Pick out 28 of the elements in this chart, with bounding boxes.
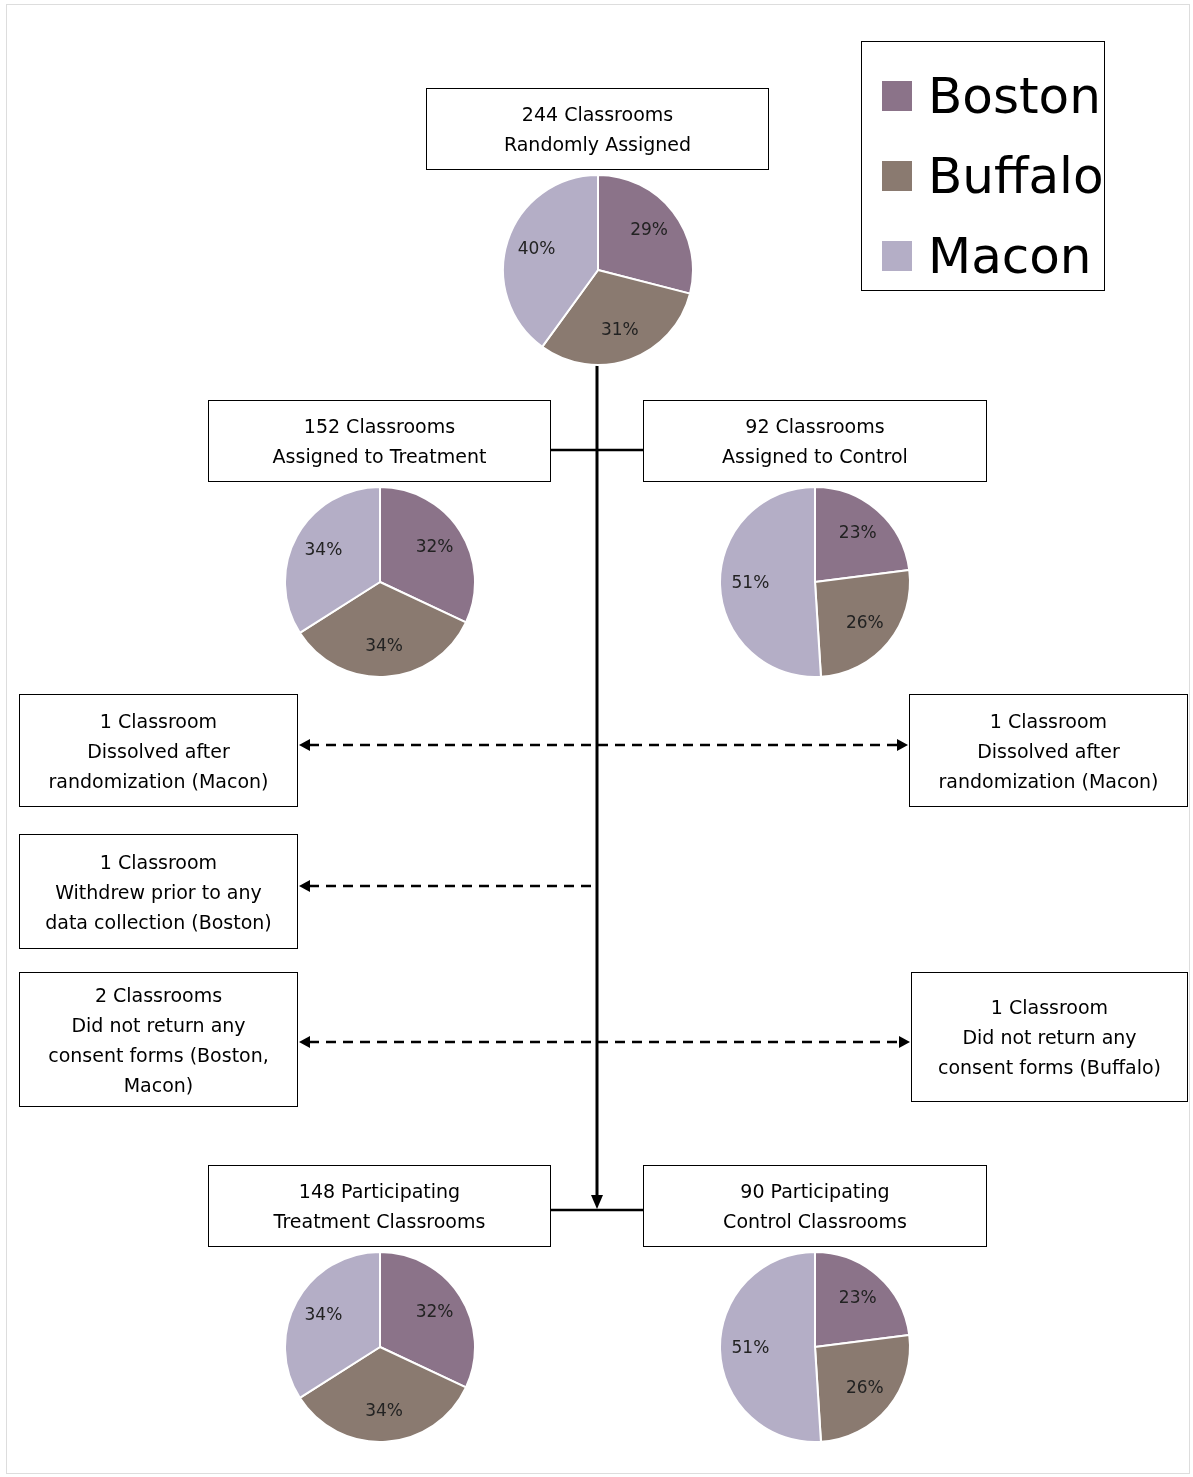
text: 244 Classrooms Randomly Assigned — [426, 88, 769, 170]
legend-label: Macon — [928, 227, 1092, 285]
text: 1 Classroom Dissolved after randomization (Macon) — [938, 708, 1159, 794]
data-label: 26% — [845, 1376, 884, 1397]
data-label: 51% — [731, 572, 770, 593]
legend-label: Buffalo — [928, 147, 1104, 205]
text: 1 Classroom Withdrew prior to any data collection (Boston) — [45, 849, 272, 935]
chart-title: 90 Participating Control Classrooms — [643, 1165, 987, 1247]
data-label: 40% — [517, 238, 555, 259]
text: 1 Classroom Dissolved after randomization (Macon) — [48, 708, 269, 794]
chart-title: 152 Classrooms Assigned to Treatment — [208, 400, 551, 482]
data-label: 23% — [838, 521, 877, 542]
data-label: 32% — [415, 535, 453, 556]
text: 1 Classroom Did not return any consent forms (Buffalo) — [937, 995, 1161, 1080]
data-label: 34% — [364, 1399, 403, 1420]
data-label: 26% — [845, 611, 884, 632]
data-label: 23% — [838, 1286, 877, 1307]
data-label: 32% — [415, 1300, 453, 1321]
text: 2 Classrooms Did not return any consent forms (Boston, Macon) — [48, 982, 269, 1098]
legend-label: Boston — [928, 67, 1101, 125]
data-label: 31% — [600, 319, 639, 340]
data-label: 51% — [731, 1337, 770, 1358]
data-label: 29% — [629, 218, 668, 239]
chart-title: 148 Participating Treatment Classrooms — [208, 1165, 551, 1247]
chart-title: 92 Classrooms Assigned to Control — [643, 400, 987, 482]
data-label: 34% — [303, 539, 342, 560]
data-label: 34% — [303, 1304, 342, 1325]
data-label: 34% — [364, 634, 403, 655]
